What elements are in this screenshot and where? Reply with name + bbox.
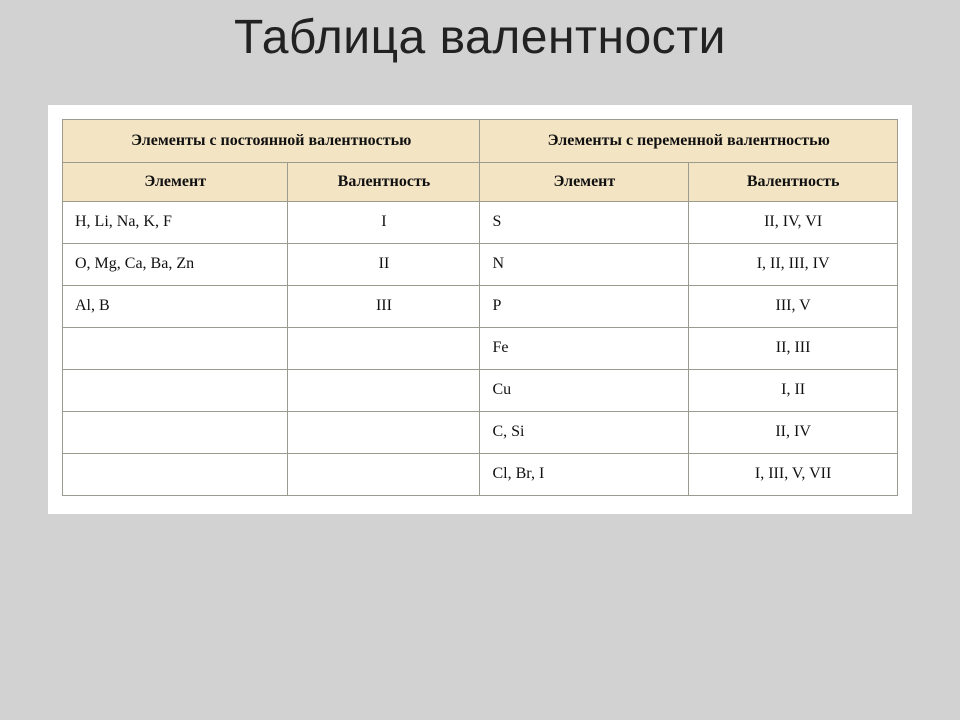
cell-valency: I, II <box>689 369 898 411</box>
cell-valency: II, IV, VI <box>689 201 898 243</box>
sub-header-valency-right: Валентность <box>689 162 898 201</box>
sub-header-element-left: Элемент <box>63 162 288 201</box>
table-row: H, Li, Na, K, F I S II, IV, VI <box>63 201 898 243</box>
table-row: Fe II, III <box>63 327 898 369</box>
table-row: O, Mg, Ca, Ba, Zn II N I, II, III, IV <box>63 243 898 285</box>
cell-element: H, Li, Na, K, F <box>63 201 288 243</box>
cell-valency: I <box>288 201 480 243</box>
cell-element: Cl, Br, I <box>480 453 689 495</box>
cell-element: Cu <box>480 369 689 411</box>
cell-element: S <box>480 201 689 243</box>
table-row: Cu I, II <box>63 369 898 411</box>
cell-valency <box>288 453 480 495</box>
valency-table: Элементы с постоянной валентностью Элеме… <box>62 119 898 496</box>
cell-valency <box>288 327 480 369</box>
cell-element: C, Si <box>480 411 689 453</box>
cell-valency <box>288 369 480 411</box>
table-row: Cl, Br, I I, III, V, VII <box>63 453 898 495</box>
group-header-variable: Элементы с переменной валентностью <box>480 120 898 163</box>
cell-element <box>63 453 288 495</box>
cell-element <box>63 327 288 369</box>
cell-valency <box>288 411 480 453</box>
cell-valency: III <box>288 285 480 327</box>
table-group-header-row: Элементы с постоянной валентностью Элеме… <box>63 120 898 163</box>
group-header-constant: Элементы с постоянной валентностью <box>63 120 480 163</box>
cell-element <box>63 369 288 411</box>
cell-element: P <box>480 285 689 327</box>
cell-valency: I, III, V, VII <box>689 453 898 495</box>
cell-valency: I, II, III, IV <box>689 243 898 285</box>
cell-valency: II <box>288 243 480 285</box>
cell-element: Fe <box>480 327 689 369</box>
cell-valency: II, IV <box>689 411 898 453</box>
cell-element: O, Mg, Ca, Ba, Zn <box>63 243 288 285</box>
cell-element <box>63 411 288 453</box>
page-title: Таблица валентности <box>0 0 960 105</box>
table-row: C, Si II, IV <box>63 411 898 453</box>
cell-valency: III, V <box>689 285 898 327</box>
table-body: H, Li, Na, K, F I S II, IV, VI O, Mg, Ca… <box>63 201 898 495</box>
sub-header-valency-left: Валентность <box>288 162 480 201</box>
sub-header-element-right: Элемент <box>480 162 689 201</box>
valency-table-container: Элементы с постоянной валентностью Элеме… <box>48 105 912 514</box>
table-row: Al, B III P III, V <box>63 285 898 327</box>
cell-valency: II, III <box>689 327 898 369</box>
cell-element: N <box>480 243 689 285</box>
table-sub-header-row: Элемент Валентность Элемент Валентность <box>63 162 898 201</box>
cell-element: Al, B <box>63 285 288 327</box>
